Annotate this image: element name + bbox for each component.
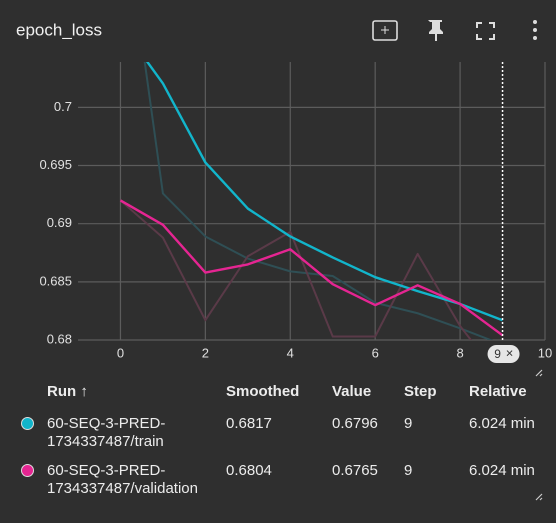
column-header[interactable]: Step (404, 383, 437, 400)
pin-icon[interactable] (428, 20, 443, 41)
x-tick-label: 8 (456, 345, 463, 360)
resize-handle[interactable] (535, 369, 543, 377)
column-header[interactable]: Value (332, 383, 372, 400)
y-tick-label: 0.695 (39, 157, 72, 172)
plot (119, 62, 504, 340)
card-title: epoch_loss (16, 20, 102, 39)
column-header[interactable]: Relative (469, 383, 527, 400)
fit-icon[interactable] (372, 20, 398, 41)
cell-value: 6.024 min (469, 462, 535, 479)
cell-value: 0.6765 (332, 462, 378, 479)
y-tick-label: 0.685 (39, 273, 72, 288)
menu-icon[interactable] (533, 20, 537, 40)
overlay: 9 × (487, 62, 520, 363)
x-tick-label: 6 (372, 345, 379, 360)
cell-value: 9 (404, 415, 413, 432)
raw-line (143, 62, 494, 340)
run-name: 60-SEQ-3-PRED-1734337487/train (47, 415, 166, 450)
raw-line (119, 199, 473, 340)
run-name: 60-SEQ-3-PRED-1734337487/validation (47, 462, 198, 497)
x-tick-label: 10 (538, 345, 552, 360)
column-header[interactable]: Smoothed (226, 383, 300, 400)
x-tick-label: 4 (287, 345, 294, 360)
y-tick-label: 0.7 (54, 99, 72, 114)
smoothed-line (119, 199, 504, 337)
y-tick-label: 0.69 (47, 215, 72, 230)
cell-value: 9 (404, 462, 413, 479)
cell-value: 6.024 min (469, 415, 535, 432)
column-header[interactable]: Run ↑ (47, 383, 88, 400)
run-color (21, 417, 34, 430)
resize-handle[interactable] (535, 493, 543, 501)
x-tick-label: 0 (117, 345, 124, 360)
cell-value: 0.6804 (226, 462, 272, 479)
smoothed-line (145, 62, 503, 322)
fullscreen-icon[interactable] (476, 22, 495, 40)
hover-step: 9 (494, 347, 501, 361)
cell-value: 0.6817 (226, 415, 272, 432)
hover-badge (487, 345, 520, 363)
y-tick-label: 0.68 (47, 331, 72, 346)
cell-value: 0.6796 (332, 415, 378, 432)
run-color (21, 464, 34, 477)
x-tick-label: 2 (202, 345, 209, 360)
hover-close[interactable]: × (506, 345, 514, 360)
